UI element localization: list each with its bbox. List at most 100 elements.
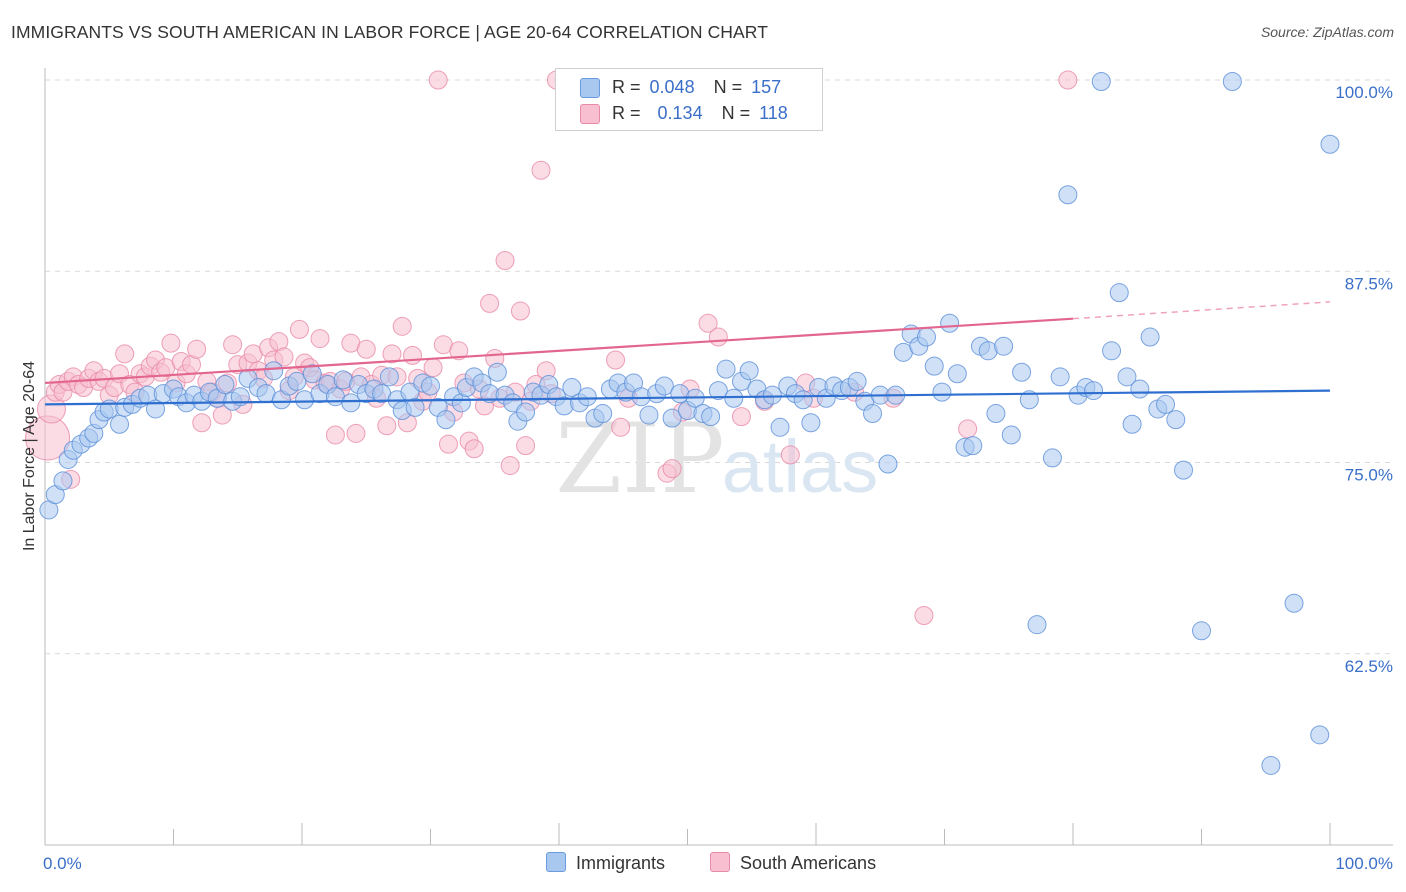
south-americans-point xyxy=(192,413,212,433)
immigrants-point xyxy=(994,336,1014,356)
immigrants-point xyxy=(577,387,597,407)
immigrants-point xyxy=(770,417,790,437)
immigrants-point xyxy=(1109,283,1129,303)
immigrants-point xyxy=(1320,134,1340,154)
immigrants-point xyxy=(341,393,361,413)
immigrants-point xyxy=(986,404,1006,424)
immigrants-point xyxy=(1261,755,1281,775)
south-americans-point xyxy=(377,416,397,436)
immigrants-point xyxy=(1166,410,1186,430)
trend-lines xyxy=(44,301,1331,406)
south-americans-trend-line xyxy=(44,317,1074,385)
immigrants-point xyxy=(1001,425,1021,445)
immigrants-point xyxy=(1156,394,1176,414)
immigrants-point xyxy=(1192,621,1211,641)
immigrants-point xyxy=(1117,367,1137,387)
legend-swatch-immigrants xyxy=(580,78,600,98)
immigrants-point xyxy=(302,364,322,384)
bottom-legend-label: South Americans xyxy=(740,853,877,873)
south-americans-point xyxy=(403,345,423,365)
immigrants-point xyxy=(793,390,813,410)
south-americans-point xyxy=(516,436,536,456)
immigrants-point xyxy=(1027,615,1047,635)
immigrants-point xyxy=(1091,72,1111,92)
south-americans-point xyxy=(161,333,181,353)
south-americans-point xyxy=(325,425,345,445)
legend-n-label: N = xyxy=(721,103,751,123)
immigrants-point xyxy=(436,410,456,430)
south-americans-point xyxy=(346,423,366,443)
immigrants-point xyxy=(1042,448,1062,468)
immigrants-point xyxy=(516,402,536,422)
immigrants-point xyxy=(701,407,721,427)
immigrants-point xyxy=(487,362,507,382)
x-tick-labels: 0.0% 100.0% xyxy=(43,854,1393,873)
immigrants-point xyxy=(215,374,235,394)
south-americans-point xyxy=(392,316,412,336)
south-americans-point xyxy=(510,301,530,321)
south-americans-point xyxy=(611,417,631,437)
immigrants-point xyxy=(932,382,952,402)
south-americans-point xyxy=(531,160,551,180)
immigrants-point xyxy=(1050,367,1070,387)
gridlines xyxy=(45,79,1393,655)
south-americans-point xyxy=(310,329,330,349)
bottom-legend-immigrants: Immigrants xyxy=(546,852,665,874)
bottom-legend-swatch-immigrants xyxy=(546,852,566,872)
south-americans-point xyxy=(464,439,484,459)
legend-swatch-south-americans xyxy=(580,104,600,124)
y-tick-labels: 62.5% 75.0% 87.5% 100.0% xyxy=(1335,83,1393,676)
south-americans-point xyxy=(187,339,207,359)
immigrants-point xyxy=(762,385,782,405)
watermark-atlas: atlas xyxy=(722,425,878,508)
immigrants-point xyxy=(863,404,883,424)
legend-r-value: 0.134 xyxy=(657,103,703,123)
immigrants-point xyxy=(287,371,307,391)
south-americans-point xyxy=(423,358,443,378)
correlation-legend: R = 0.048 N = 157 R = 0.134 N = 118 xyxy=(555,68,823,131)
y-axis-title: In Labor Force | Age 20-64 xyxy=(21,361,38,551)
south-americans-point xyxy=(382,344,402,364)
immigrants-point xyxy=(1140,327,1160,347)
y-tick-label: 62.5% xyxy=(1345,657,1393,676)
legend-r-label: R = xyxy=(612,103,641,123)
immigrants-point xyxy=(264,361,284,381)
source-label: Source: ZipAtlas.com xyxy=(1260,24,1394,40)
south-americans-point xyxy=(289,319,309,339)
y-tick-label: 75.0% xyxy=(1345,466,1393,485)
south-americans-point xyxy=(780,445,800,465)
legend-n-label: N = xyxy=(713,77,743,97)
immigrants-point xyxy=(1284,593,1304,613)
south-americans-point xyxy=(958,419,978,439)
immigrants-trend-line xyxy=(44,389,1331,406)
immigrants-point xyxy=(917,327,937,347)
x-tick-label-max: 100.0% xyxy=(1335,854,1393,873)
immigrants-point xyxy=(1012,362,1032,382)
immigrants-point xyxy=(405,397,425,417)
immigrants-point xyxy=(708,381,728,401)
legend-n-value: 157 xyxy=(751,77,782,97)
immigrants-points xyxy=(39,72,1340,775)
watermark: ZIP atlas xyxy=(555,403,878,515)
watermark-zip: ZIP xyxy=(555,403,724,515)
immigrants-point xyxy=(662,408,682,428)
south-americans-point xyxy=(708,327,728,347)
south-americans-point xyxy=(662,459,682,479)
south-americans-point xyxy=(274,347,294,367)
chart-title: IMMIGRANTS VS SOUTH AMERICAN IN LABOR FO… xyxy=(11,22,769,42)
south-americans-point xyxy=(698,313,718,333)
immigrants-point xyxy=(639,405,659,425)
immigrants-point xyxy=(110,414,130,434)
x-tick-label-min: 0.0% xyxy=(43,854,82,873)
immigrants-point xyxy=(593,404,613,424)
immigrants-point xyxy=(1058,185,1078,205)
immigrants-point xyxy=(724,388,744,408)
south-americans-point xyxy=(223,335,243,355)
immigrants-point xyxy=(1130,379,1150,399)
south-americans-point xyxy=(480,293,500,313)
immigrants-point xyxy=(1122,414,1142,434)
south-americans-point xyxy=(438,434,458,454)
immigrants-point xyxy=(421,376,440,396)
immigrants-point xyxy=(716,359,736,379)
